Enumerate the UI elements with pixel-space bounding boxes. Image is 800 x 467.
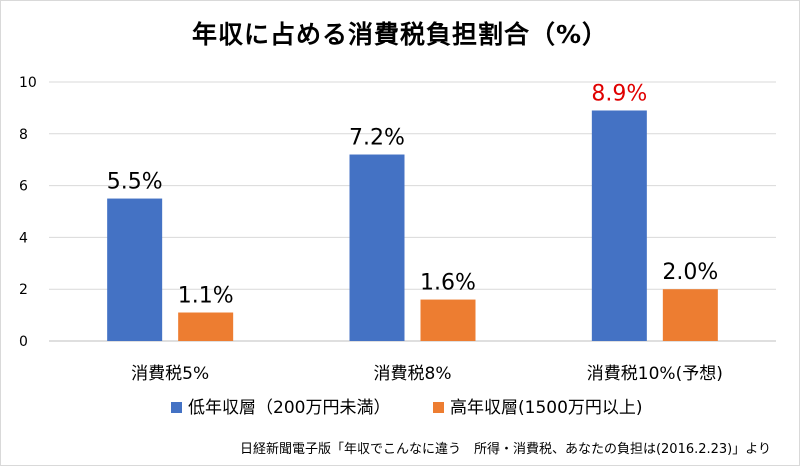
bar — [107, 198, 163, 341]
x-tick-label: 消費税8% — [374, 364, 452, 384]
x-tick-label: 消費税10%(予想) — [587, 364, 723, 384]
source-note: 日経新聞電子版「年収でこんなに違う 所得・消費税、あなたの負担は(2016.2.… — [239, 442, 771, 457]
y-tick-label: 2 — [19, 282, 28, 298]
data-label: 2.0% — [662, 260, 718, 285]
chart-title: 年収に占める消費税負担割合（%） — [191, 20, 609, 49]
bar — [420, 299, 476, 341]
data-label: 8.9% — [591, 81, 647, 106]
y-tick-label: 10 — [19, 75, 37, 91]
legend-entry: 低年収層（200万円未満） — [188, 398, 390, 418]
y-tick-label: 4 — [19, 230, 28, 246]
bar — [662, 289, 718, 341]
data-label: 5.5% — [107, 170, 163, 195]
legend-swatch — [171, 402, 182, 413]
bar — [178, 312, 234, 341]
bar — [349, 154, 405, 341]
bar — [591, 110, 647, 342]
data-label: 7.2% — [349, 126, 405, 151]
x-tick-label: 消費税5% — [131, 364, 209, 384]
legend-entry: 高年収層(1500万円以上) — [450, 398, 643, 418]
data-label: 1.6% — [420, 271, 476, 296]
y-tick-label: 6 — [19, 179, 28, 195]
legend-swatch — [433, 402, 444, 413]
y-tick-label: 8 — [19, 127, 28, 143]
y-tick-label: 0 — [19, 334, 28, 350]
data-label: 1.1% — [178, 284, 234, 309]
